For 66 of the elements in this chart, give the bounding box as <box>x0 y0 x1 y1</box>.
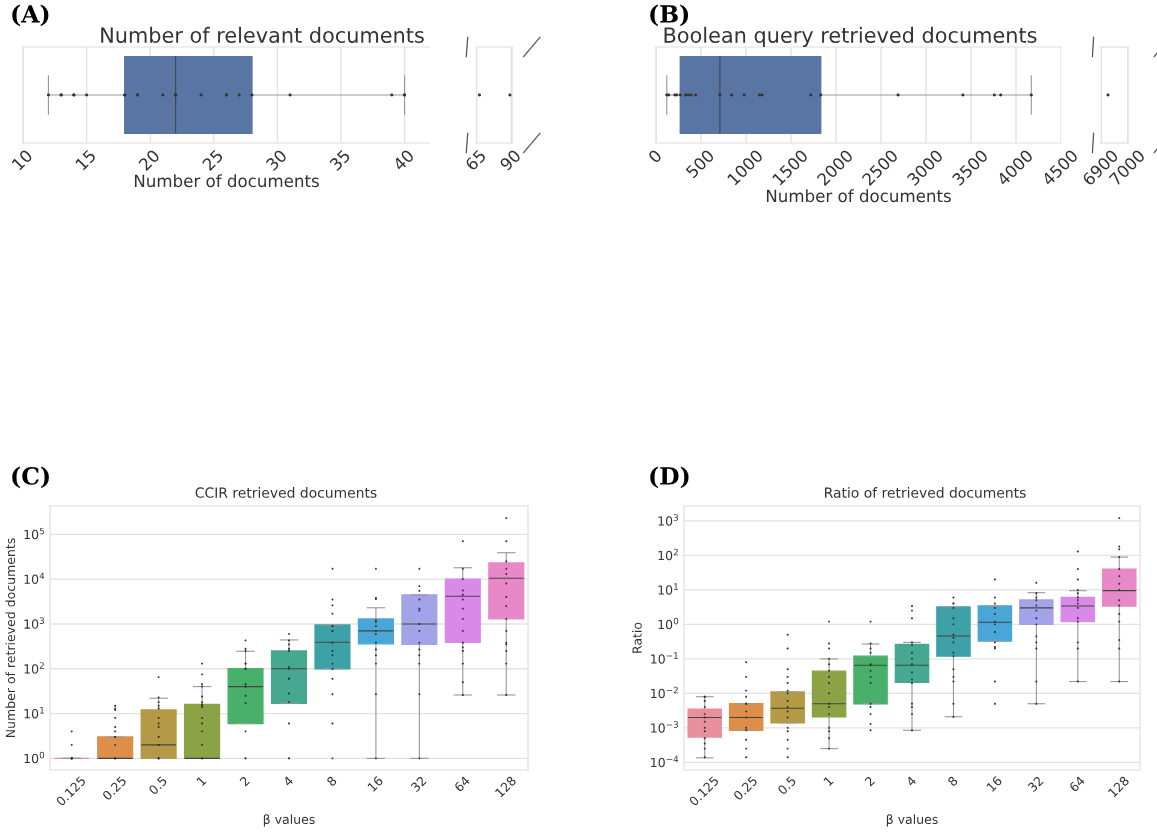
y-tick-label: 10$^{−2}$ <box>651 686 678 699</box>
y-tick-label: 10$^{2}$ <box>658 548 678 561</box>
y-axis-title: Number of retrieved documents <box>5 538 16 738</box>
chart-title: CCIR retrieved documents <box>195 487 377 498</box>
x-tick-label: 500 <box>685 148 715 179</box>
y-tick-label: 10$^{2}$ <box>24 662 44 674</box>
y-tick-label: 10$^{−3}$ <box>651 721 678 733</box>
x-axis-title: Number of documents <box>766 189 951 203</box>
y-tick-label: 10$^{0}$ <box>658 617 679 630</box>
y-tick-label: 10$^{1}$ <box>658 583 678 595</box>
y-tick-label: 10$^{−4}$ <box>651 755 679 768</box>
x-tick-label: 35 <box>328 149 351 172</box>
x-tick-label: 8 <box>947 775 959 787</box>
point <box>1029 93 1033 97</box>
x-tick-label: 90 <box>499 148 522 172</box>
x-tick-label: 30 <box>265 148 288 172</box>
text: (D) <box>650 466 689 489</box>
x-tick-label: 2 <box>864 775 875 787</box>
x-tick-label: 2 <box>239 775 250 787</box>
point <box>46 93 50 97</box>
point <box>694 93 698 97</box>
x-axis-title: β values <box>263 814 315 827</box>
y-tick-label: 10$^{−1}$ <box>651 652 678 664</box>
text: (B) <box>650 4 689 27</box>
x-tick-label: 32 <box>410 775 427 793</box>
text: (A) <box>12 4 49 27</box>
y-tick-label: 10$^{4}$ <box>24 572 45 585</box>
chart-title: Boolean query retrieved documents <box>664 26 1037 47</box>
x-tick-label: 4 <box>905 775 917 787</box>
x-tick-label: 0.5 <box>148 775 168 796</box>
y-tick-label: 10$^{3}$ <box>24 617 45 629</box>
point <box>85 93 89 97</box>
y-tick-label: 10$^{3}$ <box>658 514 679 526</box>
x-axis-title: β values <box>886 814 938 827</box>
chart-title: Ratio of retrieved documents <box>825 487 1026 498</box>
text: (C) <box>12 466 49 489</box>
point <box>678 93 682 97</box>
x-tick-label: 10 <box>11 148 34 171</box>
y-tick-label: 10$^{1}$ <box>24 707 44 719</box>
point <box>819 93 823 97</box>
x-tick-label: 16 <box>986 775 1003 792</box>
point <box>730 93 734 97</box>
x-tick-label: 0.5 <box>777 775 797 796</box>
x-axis-title: Number of documents <box>134 174 319 188</box>
x-tick-label: 8 <box>326 775 338 787</box>
chart-title: Number of relevant documents <box>101 26 424 43</box>
x-tick-label: 20 <box>138 148 161 172</box>
point <box>992 93 996 97</box>
x-tick-label: 128 <box>494 775 517 798</box>
y-axis-title: Ratio <box>632 622 642 653</box>
y-tick-label: 10$^{0}$ <box>24 751 45 764</box>
x-tick-label: 64 <box>453 775 471 793</box>
x-tick-label: 1 <box>823 775 834 787</box>
x-tick-label: 4 <box>282 775 294 787</box>
x-tick-label: 32 <box>1027 775 1044 793</box>
x-tick-label: 25 <box>201 149 224 172</box>
x-tick-label: 15 <box>75 149 97 171</box>
x-tick-label: 64 <box>1068 775 1086 793</box>
x-tick-label: 65 <box>464 149 487 172</box>
x-tick-label: 1 <box>196 775 207 787</box>
x-tick-label: 40 <box>392 148 415 172</box>
x-tick-label: 16 <box>367 775 384 792</box>
x-tick-label: 0 <box>647 148 663 164</box>
x-tick-label: 128 <box>1107 775 1130 798</box>
point <box>999 93 1003 97</box>
y-tick-label: 10$^{5}$ <box>24 527 44 540</box>
